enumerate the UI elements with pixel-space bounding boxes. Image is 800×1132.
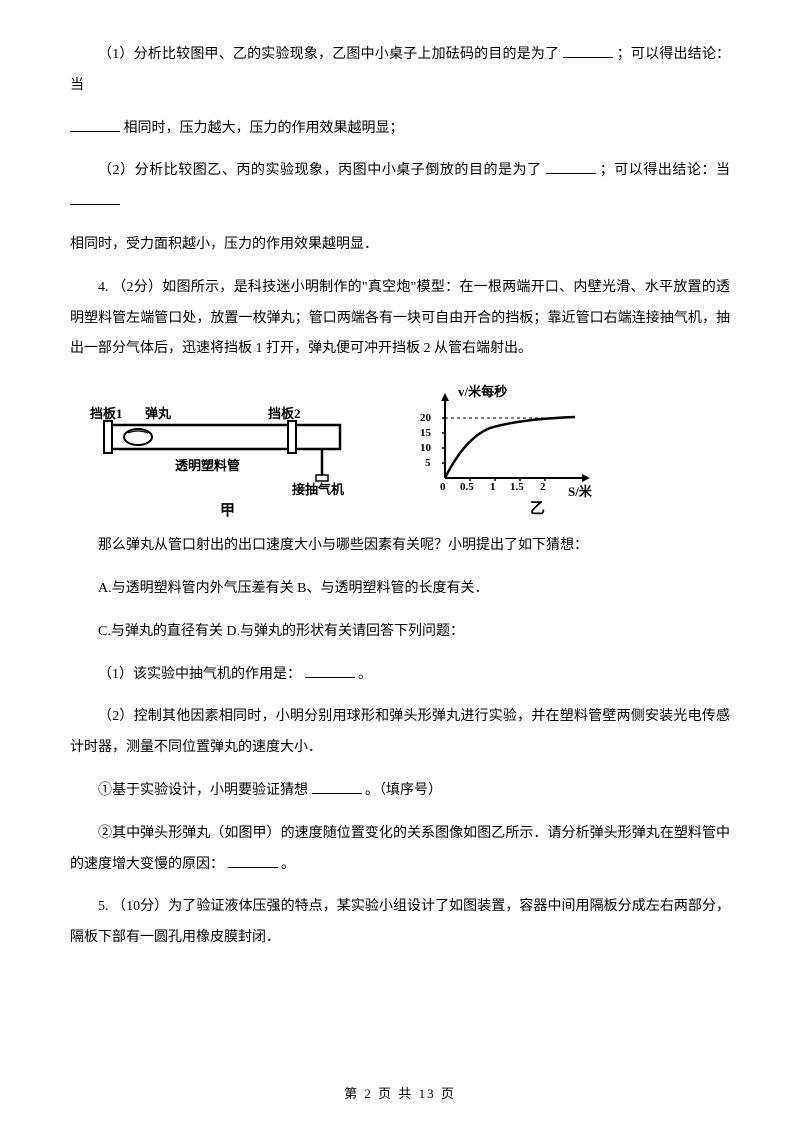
- blank-q4-3[interactable]: [228, 854, 278, 868]
- label-tube: 透明塑料管: [175, 455, 240, 474]
- q5-text: 5. （10分）为了验证液体压强的特点，某实验小组设计了如图装置，容器中间用隔板…: [70, 892, 730, 954]
- q4-optA: A.与透明塑料管内外气压差有关 B、与透明塑料管的长度有关．: [70, 574, 730, 605]
- xtick-1: 1: [490, 481, 496, 493]
- diagram-yi: v/米每秒 5 10 15 20 0 0.5 1 1.5 2 S/米 乙: [410, 383, 610, 513]
- page-footer: 第 2 页 共 13 页: [0, 1083, 800, 1102]
- figure-row: 挡板1 弹丸 挡板2 透明塑料管 接抽气机 甲: [90, 383, 730, 513]
- label-baffle1: 挡板1: [90, 403, 123, 422]
- blank-q4-2[interactable]: [312, 780, 362, 794]
- xtick-2: 2: [540, 481, 546, 493]
- blank-q3-2[interactable]: [70, 118, 120, 132]
- label-pump: 接抽气机: [292, 479, 344, 498]
- ytick-5: 5: [425, 457, 431, 469]
- q3-sub2: （2）分析比较图乙、丙的实验现象，丙图中小桌子倒放的目的是为了 ；可以得出结论：…: [70, 156, 730, 218]
- label-xaxis: S/米: [568, 481, 592, 500]
- q4-question: 那么弹丸从管口射出的出口速度大小与哪些因素有关呢？小明提出了如下猜想：: [70, 531, 730, 562]
- label-jia: 甲: [220, 499, 235, 520]
- q4-sub2-1b: 。（填序号）: [365, 783, 442, 798]
- q3-sub2-cont: 相同时，受力面积越小，压力的作用效果越明显．: [70, 230, 730, 261]
- q3-p2c: 相同时，受力面积越小，压力的作用效果越明显．: [70, 237, 378, 252]
- blank-q3-1[interactable]: [563, 44, 613, 58]
- q3-p2b: ；可以得出结论：当: [600, 163, 730, 178]
- ytick-20: 20: [420, 412, 431, 424]
- q4-sub2-2: ②其中弹头形弹丸（如图甲）的速度随位置变化的关系图像如图乙所示．请分析弹头形弹丸…: [70, 819, 730, 881]
- q4-optC: C.与弹丸的直径有关 D.与弹丸的形状有关请回答下列问题：: [70, 617, 730, 648]
- q4-sub2-1a: ①基于实验设计，小明要验证猜想: [98, 783, 308, 798]
- ytick-10: 10: [420, 442, 431, 454]
- ytick-15: 15: [420, 427, 431, 439]
- q3-sub1: （1）分析比较图甲、乙的实验现象，乙图中小桌子上加砝码的目的是为了 ；可以得出结…: [70, 40, 730, 102]
- q4-sub1a: （1）该实验中抽气机的作用是：: [98, 667, 301, 682]
- blank-q3-4[interactable]: [70, 191, 120, 205]
- q4-sub2-1: ①基于实验设计，小明要验证猜想 。（填序号）: [70, 776, 730, 807]
- q3-p1c: 相同时，压力越大，压力的作用效果越明显；: [124, 121, 404, 136]
- blank-q4-1[interactable]: [305, 664, 355, 678]
- q4-intro: 4. （2分）如图所示，是科技迷小明制作的"真空炮"模型：在一根两端开口、内壁光…: [70, 273, 730, 365]
- label-yaxis: v/米每秒: [458, 381, 507, 400]
- xtick-05: 0.5: [460, 481, 474, 493]
- label-baffle2: 挡板2: [268, 403, 301, 422]
- diagram-jia: 挡板1 弹丸 挡板2 透明塑料管 接抽气机 甲: [90, 383, 370, 513]
- q4-sub1b: 。: [358, 667, 372, 682]
- label-yi: 乙: [530, 497, 545, 518]
- q3-p1a: （1）分析比较图甲、乙的实验现象，乙图中小桌子上加砝码的目的是为了: [98, 47, 559, 62]
- q4-sub2-2b: 。: [281, 857, 295, 872]
- xtick-0: 0: [440, 481, 446, 493]
- label-bullet: 弹丸: [145, 403, 171, 422]
- q4-sub2-2a: ②其中弹头形弹丸（如图甲）的速度随位置变化的关系图像如图乙所示．请分析弹头形弹丸…: [70, 826, 730, 872]
- q4-sub1: （1）该实验中抽气机的作用是： 。: [70, 660, 730, 691]
- q3-p2a: （2）分析比较图乙、丙的实验现象，丙图中小桌子倒放的目的是为了: [98, 163, 542, 178]
- q4-sub2: （2）控制其他因素相同时，小明分别用球形和弹头形弹丸进行实验，并在塑料管壁两侧安…: [70, 702, 730, 764]
- xtick-15: 1.5: [510, 481, 524, 493]
- blank-q3-3[interactable]: [546, 160, 596, 174]
- q3-sub1-cont: 相同时，压力越大，压力的作用效果越明显；: [70, 114, 730, 145]
